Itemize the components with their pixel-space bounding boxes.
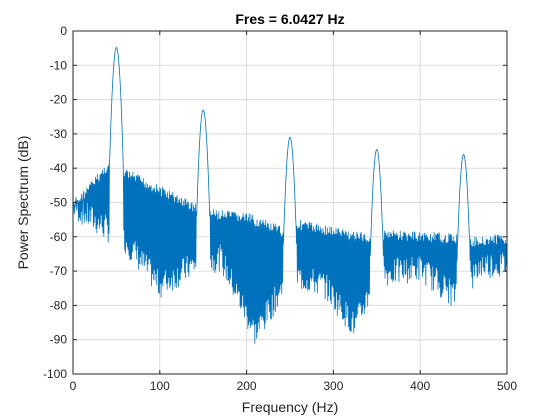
x-axis-label: Frequency (Hz): [242, 399, 338, 415]
y-tick-label: -100: [43, 367, 67, 381]
x-tick-label: 400: [410, 379, 430, 393]
chart-title: Fres = 6.0427 Hz: [235, 11, 344, 27]
x-axis-ticks: 0 100 200 300 400 500: [70, 31, 517, 393]
y-tick-label: -70: [50, 264, 68, 278]
x-tick-label: 100: [150, 379, 170, 393]
y-tick-label: -30: [50, 127, 68, 141]
x-tick-label: 500: [497, 379, 517, 393]
y-tick-label: -60: [50, 230, 68, 244]
y-tick-label: -40: [50, 161, 68, 175]
y-tick-label: -10: [50, 58, 68, 72]
y-tick-label: -80: [50, 298, 68, 312]
x-tick-label: 300: [323, 379, 343, 393]
y-tick-label: -50: [50, 196, 68, 210]
y-axis-ticks: 0 -10 -20 -30 -40 -50 -60 -70 -80 -90 -100: [43, 24, 507, 381]
x-tick-label: 200: [237, 379, 257, 393]
power-spectrum-line: [72, 47, 508, 344]
y-tick-label: -20: [50, 93, 68, 107]
y-tick-label: -90: [50, 333, 68, 347]
y-axis-label: Power Spectrum (dB): [15, 136, 31, 270]
y-tick-label: 0: [60, 24, 67, 38]
x-tick-label: 0: [70, 379, 77, 393]
